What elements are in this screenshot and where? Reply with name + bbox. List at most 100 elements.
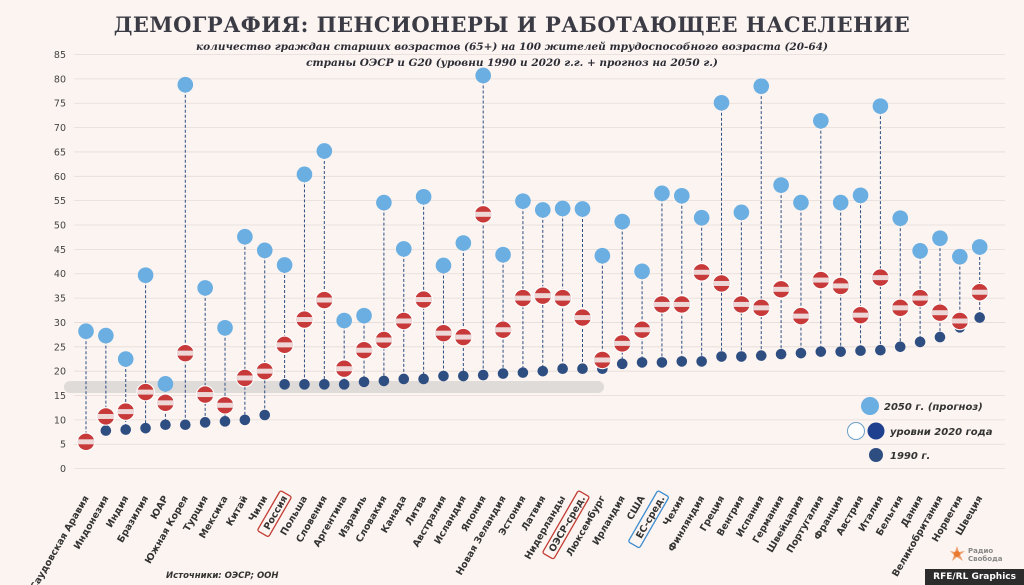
- point-2050: [693, 209, 710, 226]
- point-2050: [296, 166, 313, 183]
- y-tick-label: 60: [54, 172, 66, 183]
- point-2050: [634, 263, 650, 280]
- y-tick-label: 65: [54, 147, 66, 158]
- point-2020: [215, 395, 235, 415]
- point-2050: [495, 246, 511, 263]
- point-2050: [455, 235, 472, 251]
- point-2050: [952, 248, 968, 265]
- point-2020: [295, 310, 314, 329]
- point-2050: [773, 177, 789, 193]
- y-tick-label: 5: [60, 440, 66, 451]
- point-1990: [239, 414, 251, 426]
- label-highlight-box: [542, 490, 590, 560]
- flag-stripe: [614, 340, 631, 346]
- flag-stripe: [514, 295, 532, 301]
- point-2020: [632, 320, 652, 340]
- point-2020: [871, 268, 890, 287]
- flag-stripe: [316, 297, 333, 303]
- point-2020: [652, 295, 672, 314]
- flag-stripe: [594, 357, 611, 363]
- point-2050: [534, 202, 551, 218]
- stems: [85, 75, 981, 442]
- y-tick-label: 50: [54, 221, 66, 232]
- y-tick-label: 20: [54, 367, 66, 378]
- point-1990: [736, 351, 747, 362]
- y-tick-label: 25: [54, 342, 66, 353]
- point-2020: [930, 303, 950, 323]
- point-1990: [299, 379, 310, 390]
- point-1990: [180, 419, 191, 431]
- flag-stripe: [196, 392, 214, 398]
- flag-stripe: [852, 312, 869, 318]
- point-2050: [793, 194, 809, 211]
- flag-stripe: [812, 277, 830, 283]
- flag-stripe: [633, 327, 651, 333]
- flag-stripe: [832, 283, 849, 289]
- point-2050: [852, 187, 869, 204]
- point-2020: [96, 407, 116, 426]
- point-2050: [98, 327, 114, 344]
- y-tick-label: 35: [54, 294, 66, 305]
- point-2020: [315, 290, 334, 310]
- point-1990: [319, 379, 330, 390]
- point-1990: [338, 379, 350, 390]
- point-1990: [636, 357, 648, 368]
- flag-stripe: [574, 315, 591, 321]
- legend-eu-flag-icon: [867, 422, 885, 440]
- point-2020: [593, 350, 612, 370]
- point-2050: [554, 200, 571, 217]
- point-2050: [654, 185, 670, 202]
- legend-2050-label: 2050 г. (прогноз): [884, 402, 983, 413]
- point-2050: [515, 193, 531, 209]
- flag-stripe: [971, 289, 988, 295]
- y-tick-label: 0: [60, 464, 66, 475]
- point-2020: [454, 327, 473, 347]
- point-2020: [890, 298, 910, 318]
- point-1990: [199, 417, 211, 428]
- point-2020: [473, 205, 493, 224]
- point-1990: [259, 409, 271, 421]
- point-2050: [336, 312, 352, 329]
- point-1990: [577, 363, 588, 375]
- point-2020: [414, 290, 433, 309]
- flag-stripe: [931, 310, 949, 316]
- point-2020: [354, 340, 374, 360]
- point-2020: [553, 288, 572, 308]
- point-2050: [217, 320, 233, 336]
- point-2050: [733, 204, 750, 221]
- point-2020: [374, 330, 394, 350]
- point-2020: [533, 286, 553, 305]
- point-2020: [751, 298, 771, 318]
- point-2020: [116, 402, 136, 421]
- point-1990: [656, 357, 668, 368]
- label-highlight-box: [257, 490, 292, 538]
- point-2020: [275, 335, 294, 355]
- point-1990: [557, 363, 568, 375]
- point-2020: [831, 276, 850, 296]
- point-2020: [255, 361, 275, 381]
- point-1990: [696, 356, 707, 367]
- point-2020: [493, 320, 513, 340]
- markers: [76, 67, 990, 452]
- point-2050: [276, 257, 293, 273]
- point-1990: [418, 373, 429, 385]
- point-1990: [616, 358, 628, 370]
- point-2050: [872, 98, 889, 114]
- point-2020: [434, 323, 453, 343]
- point-2020: [612, 334, 632, 353]
- point-1990: [517, 367, 529, 378]
- flag-stripe: [872, 275, 889, 281]
- point-1990: [378, 375, 390, 387]
- point-2020: [970, 282, 990, 302]
- point-1990: [974, 312, 985, 323]
- point-2050: [157, 376, 174, 392]
- flag-stripe: [673, 301, 690, 307]
- point-2050: [197, 280, 213, 296]
- point-2050: [574, 201, 591, 217]
- page-title: ДЕМОГРАФИЯ: ПЕНСИОНЕРЫ И РАБОТАЮЩЕЕ НАСЕ…: [113, 12, 911, 37]
- radio-logo-icon: [950, 546, 965, 561]
- flag-stripe: [137, 389, 154, 395]
- point-1990: [477, 369, 489, 381]
- flag-stripe: [415, 297, 432, 303]
- y-tick-labels: 0 5 10 15 20 25 30 35 40 45 50 55 60 65 70 75 80 85: [54, 50, 66, 475]
